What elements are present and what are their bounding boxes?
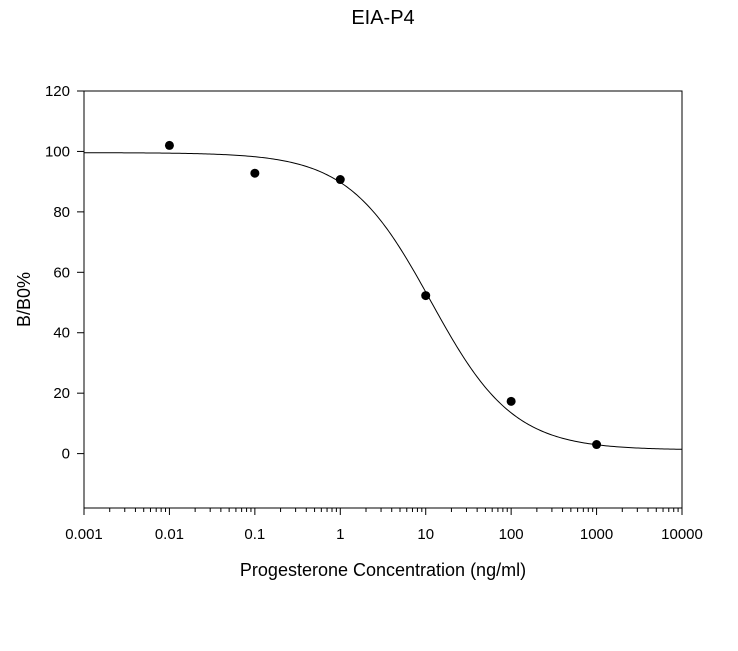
x-tick-label: 0.001 xyxy=(65,526,103,543)
data-point xyxy=(164,140,174,150)
chart-title: EIA-P4 xyxy=(351,7,414,29)
x-axis: 0.001 0.01 0.1 1 10 100 1000 10000 xyxy=(65,508,703,543)
y-tick-label: 80 xyxy=(53,204,70,221)
x-tick-label: 1 xyxy=(336,526,344,543)
y-tick-label: 60 xyxy=(53,264,70,281)
y-tick-label: 100 xyxy=(45,143,70,160)
fit-curve xyxy=(84,152,683,450)
x-tick-label: 1000 xyxy=(580,526,613,543)
data-points xyxy=(164,140,602,450)
data-point xyxy=(421,291,431,301)
x-tick-label: 0.1 xyxy=(244,526,265,543)
data-point xyxy=(335,175,345,185)
y-tick-label: 120 xyxy=(45,83,70,100)
x-tick-label: 10000 xyxy=(661,526,703,543)
x-tick-label: 10 xyxy=(417,526,434,543)
y-tick-label: 40 xyxy=(53,325,70,342)
plot-frame xyxy=(83,90,683,509)
y-axis-title: B/B0% xyxy=(14,272,34,327)
data-point xyxy=(506,396,516,406)
y-tick-label: 20 xyxy=(53,385,70,402)
y-axis: 0 20 40 60 80 100 120 xyxy=(45,83,84,463)
x-axis-title: Progesterone Concentration (ng/ml) xyxy=(240,560,526,580)
data-point xyxy=(250,168,260,178)
y-tick-label: 0 xyxy=(62,446,70,463)
data-point xyxy=(592,440,602,450)
x-tick-label: 100 xyxy=(499,526,524,543)
x-tick-label: 0.01 xyxy=(155,526,184,543)
